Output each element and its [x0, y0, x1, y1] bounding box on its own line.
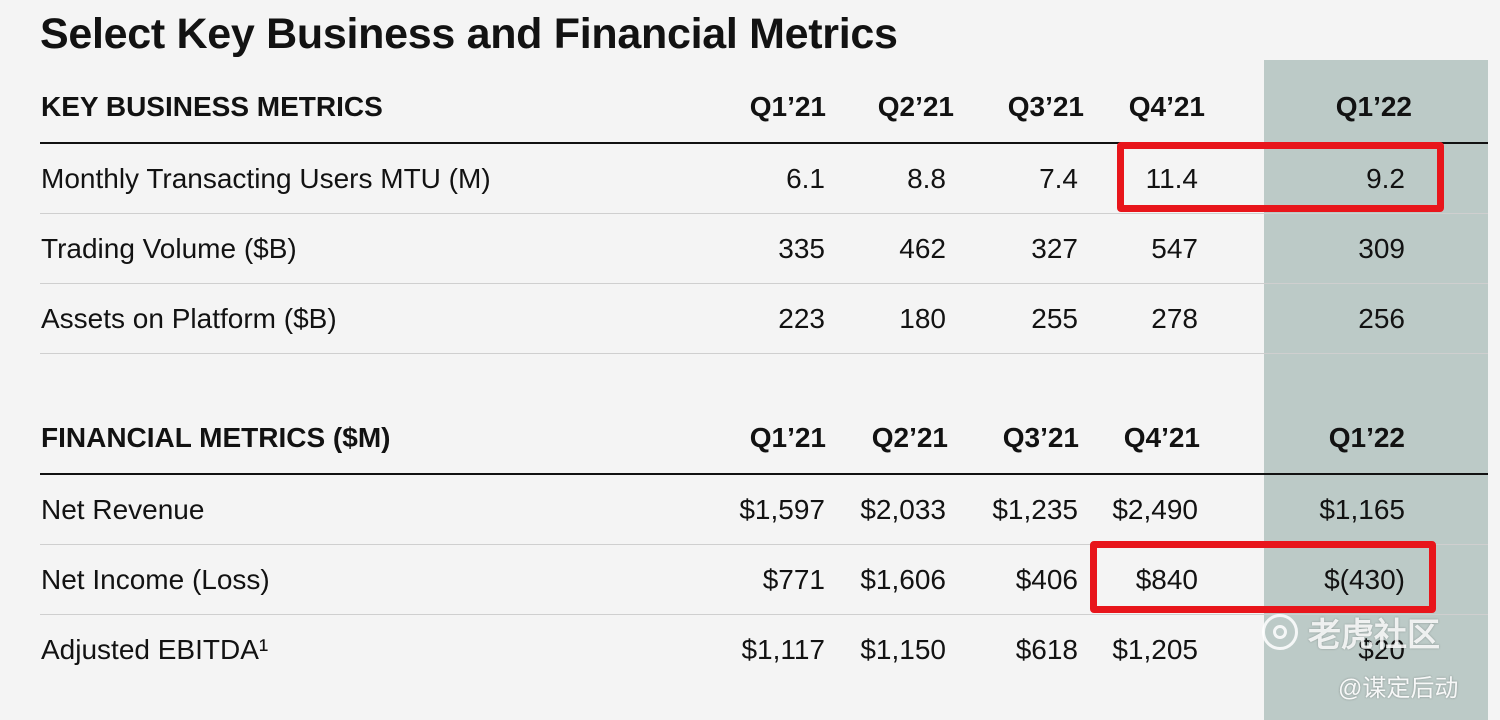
- table-cell: $1,205: [1112, 633, 1198, 665]
- table-cell: $2,033: [860, 493, 946, 525]
- column-header-q1-21: Q1’21: [749, 422, 826, 453]
- section-heading: KEY BUSINESS METRICS: [41, 91, 383, 122]
- key-business-metrics-table: KEY BUSINESS METRICS Q1’21 Q2’21 Q3’21 Q…: [40, 72, 1488, 354]
- table-cell: $406: [1015, 563, 1078, 595]
- table-row: Monthly Transacting Users MTU (M) 6.1 8.…: [40, 144, 1488, 214]
- row-label: Trading Volume ($B): [41, 232, 297, 264]
- table-cell: 180: [899, 302, 946, 334]
- page-title: Select Key Business and Financial Metric…: [40, 10, 898, 58]
- table-row: Adjusted EBITDA¹ $1,117 $1,150 $618 $1,2…: [40, 615, 1488, 684]
- table-cell: $618: [1015, 633, 1078, 665]
- table-cell: $840: [1135, 563, 1198, 595]
- row-label: Monthly Transacting Users MTU (M): [41, 162, 491, 194]
- table-row: Trading Volume ($B) 335 462 327 547 309: [40, 214, 1488, 284]
- table-cell: $771: [762, 563, 825, 595]
- table-cell: 256: [1358, 302, 1405, 334]
- row-label: Adjusted EBITDA¹: [41, 633, 269, 665]
- watermark-handle: @谋定后动: [1338, 675, 1459, 702]
- row-label: Net Revenue: [41, 493, 205, 525]
- column-header-q4-21: Q4’21: [1128, 91, 1205, 122]
- column-header-q2-21: Q2’21: [871, 422, 948, 453]
- section-heading: FINANCIAL METRICS ($M): [41, 422, 391, 453]
- financial-metrics-table: FINANCIAL METRICS ($M) Q1’21 Q2’21 Q3’21…: [40, 403, 1488, 684]
- table-cell: $1,606: [860, 563, 946, 595]
- table-cell: $20: [1358, 633, 1405, 665]
- annotation-box-mtu: [1117, 142, 1444, 212]
- table-cell: $1,597: [739, 493, 825, 525]
- column-header-q4-21: Q4’21: [1123, 422, 1200, 453]
- table-cell: 327: [1031, 232, 1078, 264]
- table-cell: 547: [1151, 232, 1198, 264]
- annotation-box-net-income: [1090, 541, 1436, 613]
- table-cell: 6.1: [786, 162, 825, 194]
- column-header-q1-21: Q1’21: [749, 91, 826, 122]
- row-label: Net Income (Loss): [41, 563, 270, 595]
- column-header-q2-21: Q2’21: [877, 91, 954, 122]
- table-cell: 309: [1358, 232, 1405, 264]
- table-cell: 223: [778, 302, 825, 334]
- table-row: Assets on Platform ($B) 223 180 255 278 …: [40, 284, 1488, 354]
- table-cell: $(430): [1324, 563, 1405, 595]
- table-row: Net Income (Loss) $771 $1,606 $406 $840 …: [40, 545, 1488, 615]
- table-cell: 11.4: [1145, 162, 1198, 194]
- watermark-brand: 老虎社区: [1262, 608, 1440, 656]
- table-cell: $1,150: [860, 633, 946, 665]
- column-header-q3-21: Q3’21: [1002, 422, 1079, 453]
- column-header-q1-22: Q1’22: [1328, 422, 1405, 453]
- table-cell: $1,117: [741, 633, 825, 665]
- table-cell: 9.2: [1366, 162, 1405, 194]
- table-cell: 255: [1031, 302, 1078, 334]
- table-cell: $1,235: [992, 493, 1078, 525]
- table-cell: $2,490: [1112, 493, 1198, 525]
- tiger-logo-icon: [1262, 614, 1298, 650]
- table-cell: 462: [899, 232, 946, 264]
- row-label: Assets on Platform ($B): [41, 302, 337, 334]
- table-cell: 278: [1151, 302, 1198, 334]
- table-header-row: KEY BUSINESS METRICS Q1’21 Q2’21 Q3’21 Q…: [40, 72, 1488, 144]
- table-row: Net Revenue $1,597 $2,033 $1,235 $2,490 …: [40, 475, 1488, 545]
- table-cell: 335: [778, 232, 825, 264]
- table-header-row: FINANCIAL METRICS ($M) Q1’21 Q2’21 Q3’21…: [40, 403, 1488, 475]
- table-cell: 8.8: [907, 162, 946, 194]
- table-cell: 7.4: [1039, 162, 1078, 194]
- column-header-q3-21: Q3’21: [1007, 91, 1084, 122]
- column-header-q1-22: Q1’22: [1335, 91, 1412, 122]
- table-cell: $1,165: [1319, 493, 1405, 525]
- watermark-brand-text: 老虎社区: [1308, 616, 1440, 653]
